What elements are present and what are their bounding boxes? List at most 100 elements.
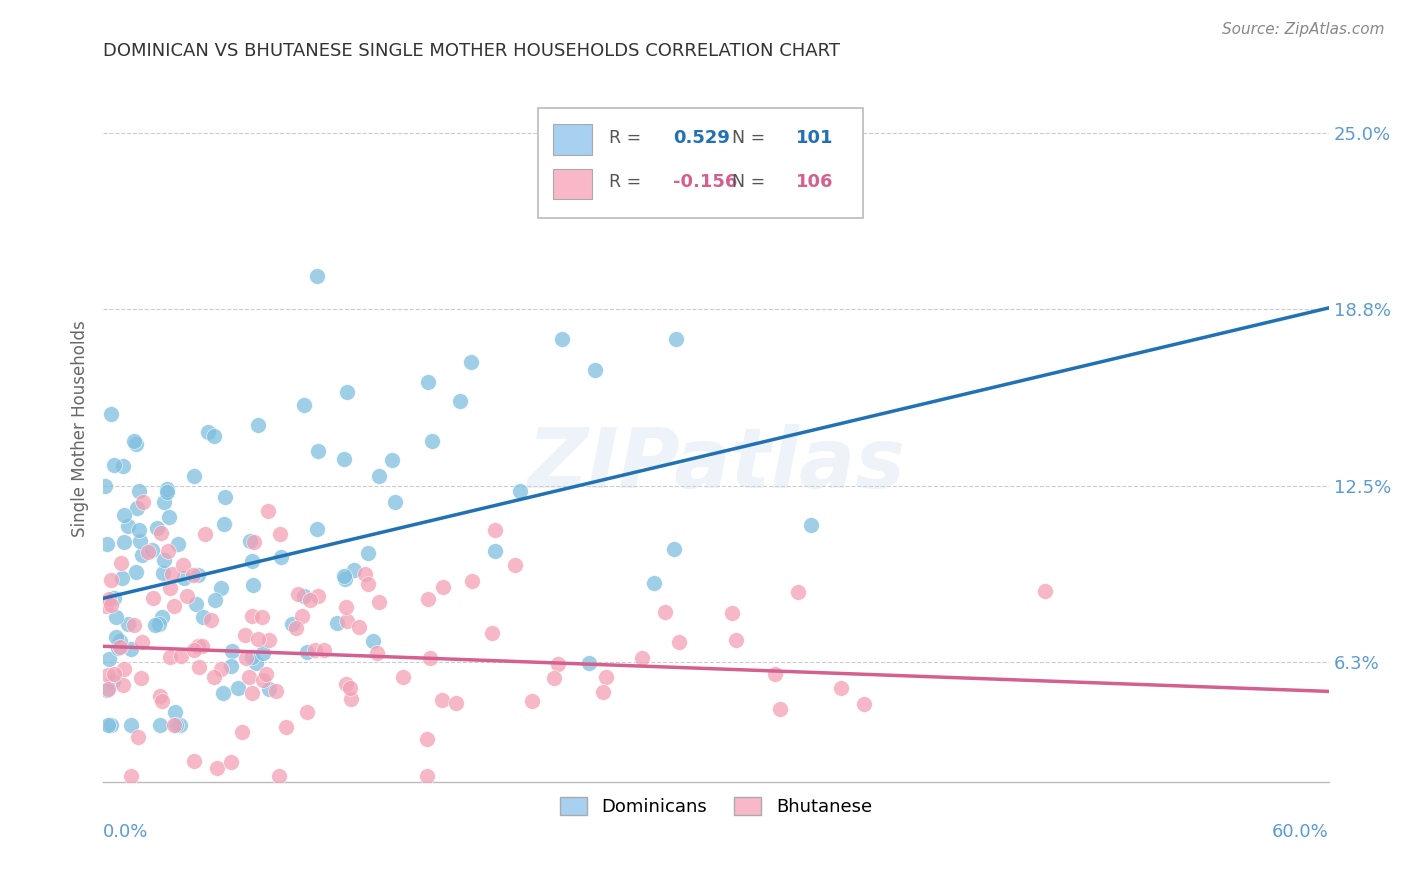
Point bbox=[461, 574, 484, 588]
Point bbox=[415, 731, 437, 746]
Point bbox=[197, 425, 219, 439]
Point bbox=[285, 621, 308, 635]
Point bbox=[183, 754, 205, 768]
Point bbox=[484, 523, 506, 537]
Point bbox=[235, 651, 257, 665]
Point bbox=[259, 632, 281, 647]
Point bbox=[131, 549, 153, 563]
Point bbox=[361, 633, 384, 648]
Point bbox=[100, 407, 122, 421]
Point bbox=[257, 504, 280, 518]
Point bbox=[449, 394, 471, 409]
Point bbox=[592, 685, 614, 699]
Point bbox=[219, 755, 242, 769]
Point bbox=[343, 563, 366, 577]
Point bbox=[270, 550, 292, 565]
Point bbox=[226, 681, 249, 695]
Point bbox=[668, 635, 690, 649]
Point bbox=[187, 568, 209, 582]
Point bbox=[173, 571, 195, 585]
Point bbox=[163, 599, 186, 614]
Point bbox=[339, 692, 361, 706]
Point bbox=[368, 595, 391, 609]
Point bbox=[146, 521, 169, 535]
Point bbox=[212, 517, 235, 532]
Point bbox=[280, 617, 302, 632]
Point bbox=[165, 706, 187, 720]
Point bbox=[153, 552, 176, 566]
Point bbox=[357, 577, 380, 591]
FancyBboxPatch shape bbox=[538, 108, 863, 218]
Point bbox=[143, 618, 166, 632]
Point bbox=[238, 670, 260, 684]
Point bbox=[163, 717, 186, 731]
Point bbox=[246, 418, 269, 433]
Point bbox=[103, 458, 125, 473]
Point bbox=[460, 355, 482, 369]
Point bbox=[333, 572, 356, 586]
Point bbox=[254, 666, 277, 681]
Point bbox=[97, 681, 120, 696]
Point bbox=[304, 643, 326, 657]
Point bbox=[170, 648, 193, 663]
Text: 60.0%: 60.0% bbox=[1272, 823, 1329, 841]
Point bbox=[104, 630, 127, 644]
Point bbox=[274, 720, 297, 734]
Point bbox=[120, 769, 142, 783]
Point bbox=[578, 656, 600, 670]
Point bbox=[96, 683, 118, 698]
Text: 106: 106 bbox=[796, 173, 834, 192]
Point bbox=[339, 681, 361, 695]
Point bbox=[183, 469, 205, 483]
Point bbox=[725, 633, 748, 648]
Point bbox=[665, 332, 688, 346]
Point bbox=[231, 725, 253, 739]
Point bbox=[630, 651, 652, 665]
Point bbox=[505, 558, 527, 573]
Text: 0.0%: 0.0% bbox=[103, 823, 149, 841]
Point bbox=[214, 491, 236, 505]
Point bbox=[191, 639, 214, 653]
Text: R =: R = bbox=[609, 129, 647, 147]
Point bbox=[239, 533, 262, 548]
Point bbox=[191, 610, 214, 624]
Point bbox=[204, 592, 226, 607]
Point bbox=[166, 536, 188, 550]
Point bbox=[252, 673, 274, 687]
Point bbox=[264, 684, 287, 698]
Point bbox=[292, 590, 315, 604]
Point bbox=[354, 566, 377, 581]
Point bbox=[368, 469, 391, 483]
Point bbox=[250, 610, 273, 624]
Point bbox=[108, 640, 131, 655]
Point bbox=[269, 527, 291, 541]
Point bbox=[200, 613, 222, 627]
Point bbox=[520, 694, 543, 708]
Point bbox=[153, 494, 176, 508]
Point bbox=[97, 651, 120, 665]
Point bbox=[97, 718, 120, 732]
Point bbox=[176, 590, 198, 604]
Point bbox=[299, 592, 322, 607]
Point bbox=[98, 591, 121, 606]
Point bbox=[101, 673, 124, 688]
Text: DOMINICAN VS BHUTANESE SINGLE MOTHER HOUSEHOLDS CORRELATION CHART: DOMINICAN VS BHUTANESE SINGLE MOTHER HOU… bbox=[103, 42, 841, 60]
Point bbox=[543, 671, 565, 685]
Point bbox=[103, 591, 125, 605]
Point bbox=[117, 616, 139, 631]
Point bbox=[662, 541, 685, 556]
Point bbox=[654, 605, 676, 619]
Point bbox=[333, 569, 356, 583]
Point bbox=[240, 650, 263, 665]
Point bbox=[159, 581, 181, 595]
Point bbox=[830, 681, 852, 695]
Point bbox=[384, 494, 406, 508]
Point bbox=[150, 526, 173, 541]
Point bbox=[122, 434, 145, 448]
Point bbox=[432, 580, 454, 594]
Point bbox=[120, 718, 142, 732]
Point bbox=[769, 702, 792, 716]
Point bbox=[97, 668, 120, 682]
Point bbox=[94, 479, 117, 493]
Point bbox=[245, 656, 267, 670]
